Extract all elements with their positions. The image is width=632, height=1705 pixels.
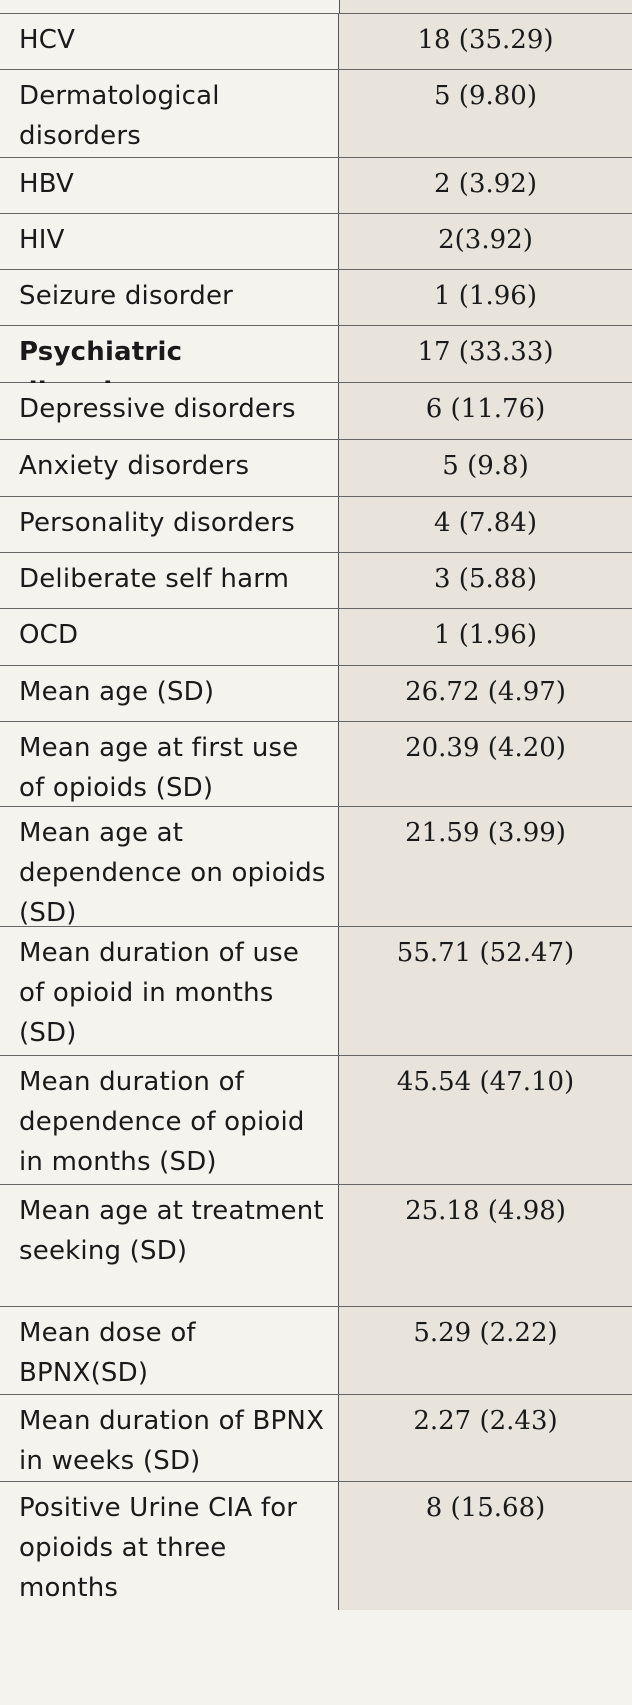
table-row: Depressive disorders 6 (11.76) [0, 382, 632, 439]
row-value: 26.72 (4.97) [339, 666, 632, 721]
table-row: Anxiety disorders 5 (9.8) [0, 439, 632, 496]
row-value: 2(3.92) [339, 214, 632, 269]
stub-right-cell [340, 0, 632, 13]
table-row: Mean age at treatment seeking (SD) 25.18 … [0, 1184, 632, 1306]
table-row: Mean duration of BPNX in weeks (SD) 2.27 … [0, 1394, 632, 1481]
row-value: 45.54 (47.10) [339, 1056, 632, 1184]
row-value: 20.39 (4.20) [339, 722, 632, 806]
row-label: Mean age (SD) [0, 666, 339, 721]
row-label: Personality disorders [0, 497, 339, 552]
row-value: 5.29 (2.22) [339, 1307, 632, 1394]
row-value: 21.59 (3.99) [339, 807, 632, 926]
row-value: 3 (5.88) [339, 553, 632, 608]
row-value: 6 (11.76) [339, 383, 632, 439]
row-value: 18 (35.29) [339, 14, 632, 69]
row-label: HBV [0, 158, 339, 213]
table-row: Dermatological disorders 5 (9.80) [0, 69, 632, 157]
table-row: Seizure disorder 1 (1.96) [0, 269, 632, 325]
table-row: OCD 1 (1.96) [0, 608, 632, 665]
table-row: Mean age at dependence on opioids (SD) 21… [0, 806, 632, 928]
row-value: 2 (3.92) [339, 158, 632, 213]
row-label: HCV [0, 14, 339, 69]
row-label: Mean duration of dependence of opioid in… [0, 1056, 339, 1184]
row-value: 5 (9.80) [339, 70, 632, 157]
row-value: 25.18 (4.98) [339, 1185, 632, 1306]
table-row: Psychiatric disorders17 (33.33) [0, 325, 632, 407]
table-row: HBV 2 (3.92) [0, 157, 632, 213]
row-label: OCD [0, 609, 339, 665]
table-top-stub [0, 0, 632, 13]
row-label: Seizure disorder [0, 270, 339, 325]
row-value: 2.27 (2.43) [339, 1395, 632, 1481]
table-row: HIV 2(3.92) [0, 213, 632, 269]
table-row: Mean age at first use of opioids (SD) 20.… [0, 721, 632, 806]
row-label: Psychiatric disorders [0, 326, 339, 407]
row-label: Mean duration of use of opioid in months… [0, 927, 339, 1055]
row-label: HIV [0, 214, 339, 269]
stub-left-cell [0, 0, 340, 13]
table-row: Mean duration of use of opioid in months… [0, 926, 632, 1055]
table-row: Deliberate self harm 3 (5.88) [0, 552, 632, 608]
table-row: Personality disorders 4 (7.84) [0, 496, 632, 552]
table-row: Mean dose of BPNX(SD) 5.29 (2.22) [0, 1306, 632, 1394]
row-value: 17 (33.33) [339, 326, 632, 382]
row-label: Depressive disorders [0, 383, 339, 439]
row-label: Dermatological disorders [0, 70, 339, 157]
row-value: 1 (1.96) [339, 609, 632, 665]
table-body: HCV 18 (35.29) Dermatological disorders 5 (… [0, 13, 632, 1610]
table-row: HCV 18 (35.29) [0, 13, 632, 69]
row-value: 1 (1.96) [339, 270, 632, 325]
row-value: 4 (7.84) [339, 497, 632, 552]
row-label: Mean age at treatment seeking (SD) [0, 1185, 339, 1306]
table-row: Positive Urine CIA for opioids at three … [0, 1481, 632, 1610]
row-label: Mean age at first use of opioids (SD) [0, 722, 339, 806]
row-value: 55.71 (52.47) [339, 927, 632, 1055]
table-row: Mean duration of dependence of opioid in… [0, 1055, 632, 1184]
row-label: Anxiety disorders [0, 440, 339, 496]
row-label: Positive Urine CIA for opioids at three … [0, 1482, 339, 1610]
row-label: Mean duration of BPNX in weeks (SD) [0, 1395, 339, 1481]
row-label: Deliberate self harm [0, 553, 339, 608]
row-value: 8 (15.68) [339, 1482, 632, 1610]
row-label: Mean age at dependence on opioids (SD) [0, 807, 339, 928]
row-label: Mean dose of BPNX(SD) [0, 1307, 339, 1394]
row-value: 5 (9.8) [339, 440, 632, 496]
table-row: Mean age (SD) 26.72 (4.97) [0, 665, 632, 721]
